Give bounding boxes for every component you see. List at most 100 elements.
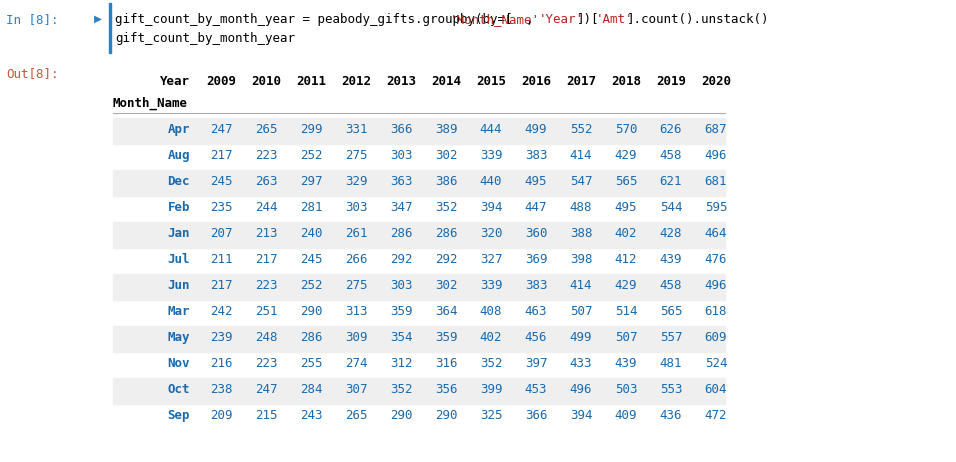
Text: 496: 496 <box>705 149 728 162</box>
Text: 507: 507 <box>570 305 593 318</box>
Text: 388: 388 <box>570 227 593 240</box>
Text: 'Year': 'Year' <box>538 13 583 26</box>
Text: 213: 213 <box>254 227 277 240</box>
Text: 223: 223 <box>254 279 277 292</box>
Text: 447: 447 <box>525 201 547 214</box>
Text: Jan: Jan <box>167 227 190 240</box>
Text: 609: 609 <box>705 331 728 344</box>
Text: 303: 303 <box>345 201 367 214</box>
Text: 386: 386 <box>435 175 457 188</box>
Text: 'Month_Name': 'Month_Name' <box>450 13 540 26</box>
Text: 240: 240 <box>300 227 322 240</box>
Text: 2011: 2011 <box>296 75 326 88</box>
Text: 313: 313 <box>345 305 367 318</box>
Text: 481: 481 <box>660 357 683 370</box>
Text: 570: 570 <box>615 123 638 136</box>
Text: 681: 681 <box>705 175 728 188</box>
Text: 251: 251 <box>254 305 277 318</box>
Text: 547: 547 <box>570 175 593 188</box>
Bar <box>113 274 725 300</box>
Text: 436: 436 <box>660 409 683 422</box>
Text: 2015: 2015 <box>476 75 506 88</box>
Text: 408: 408 <box>480 305 502 318</box>
Text: gift_count_by_month_year: gift_count_by_month_year <box>115 32 295 45</box>
Text: 495: 495 <box>615 201 638 214</box>
Text: 496: 496 <box>705 279 728 292</box>
Text: ▶: ▶ <box>94 14 102 24</box>
Text: 389: 389 <box>435 123 457 136</box>
Text: 245: 245 <box>300 253 322 266</box>
Text: 297: 297 <box>300 175 322 188</box>
Text: 456: 456 <box>525 331 547 344</box>
Text: 2009: 2009 <box>206 75 236 88</box>
Text: 329: 329 <box>345 175 367 188</box>
Text: 369: 369 <box>525 253 547 266</box>
Text: 458: 458 <box>660 149 683 162</box>
Text: Mar: Mar <box>167 305 190 318</box>
Text: 496: 496 <box>570 383 593 396</box>
Text: 299: 299 <box>300 123 322 136</box>
Text: gift_count_by_month_year = peabody_gifts.groupby(by=[: gift_count_by_month_year = peabody_gifts… <box>115 13 512 26</box>
Text: 524: 524 <box>705 357 728 370</box>
Text: 302: 302 <box>435 149 457 162</box>
Text: 621: 621 <box>660 175 683 188</box>
Text: 398: 398 <box>570 253 593 266</box>
Text: In [8]:: In [8]: <box>6 13 58 26</box>
Text: 320: 320 <box>480 227 502 240</box>
Text: 557: 557 <box>660 331 683 344</box>
Text: 'Amt': 'Amt' <box>596 13 633 26</box>
Text: 325: 325 <box>480 409 502 422</box>
Text: 412: 412 <box>615 253 638 266</box>
Text: 2014: 2014 <box>431 75 461 88</box>
Text: Oct: Oct <box>167 383 190 396</box>
Text: 476: 476 <box>705 253 728 266</box>
Text: 207: 207 <box>209 227 232 240</box>
Text: 307: 307 <box>345 383 367 396</box>
Text: 284: 284 <box>300 383 322 396</box>
Text: 275: 275 <box>345 149 367 162</box>
Text: 364: 364 <box>435 305 457 318</box>
Text: 286: 286 <box>390 227 412 240</box>
Text: 2020: 2020 <box>701 75 731 88</box>
Text: 394: 394 <box>480 201 502 214</box>
Text: 235: 235 <box>209 201 232 214</box>
Text: 464: 464 <box>705 227 728 240</box>
Text: Dec: Dec <box>167 175 190 188</box>
Text: 327: 327 <box>480 253 502 266</box>
Text: 265: 265 <box>254 123 277 136</box>
Text: 223: 223 <box>254 357 277 370</box>
Text: 463: 463 <box>525 305 547 318</box>
Bar <box>0 0 956 57</box>
Text: 544: 544 <box>660 201 683 214</box>
Text: 286: 286 <box>300 331 322 344</box>
Text: 339: 339 <box>480 279 502 292</box>
Text: 347: 347 <box>390 201 412 214</box>
Text: 363: 363 <box>390 175 412 188</box>
Text: 211: 211 <box>209 253 232 266</box>
Text: 252: 252 <box>300 279 322 292</box>
Text: 274: 274 <box>345 357 367 370</box>
Text: 331: 331 <box>345 123 367 136</box>
Text: 2017: 2017 <box>566 75 596 88</box>
Text: 352: 352 <box>480 357 502 370</box>
Text: 217: 217 <box>209 279 232 292</box>
Text: 352: 352 <box>390 383 412 396</box>
Text: 565: 565 <box>615 175 638 188</box>
Text: 402: 402 <box>615 227 638 240</box>
Text: 414: 414 <box>570 149 593 162</box>
Text: 303: 303 <box>390 149 412 162</box>
Text: 217: 217 <box>254 253 277 266</box>
Text: 309: 309 <box>345 331 367 344</box>
Bar <box>113 222 725 248</box>
Text: 488: 488 <box>570 201 593 214</box>
Text: 354: 354 <box>390 331 412 344</box>
Text: 433: 433 <box>570 357 593 370</box>
Text: 552: 552 <box>570 123 593 136</box>
Text: 604: 604 <box>705 383 728 396</box>
Text: 439: 439 <box>660 253 683 266</box>
Text: 209: 209 <box>209 409 232 422</box>
Text: 2018: 2018 <box>611 75 641 88</box>
Text: ].count().unstack(): ].count().unstack() <box>627 13 770 26</box>
Text: 429: 429 <box>615 279 638 292</box>
Text: 281: 281 <box>300 201 322 214</box>
